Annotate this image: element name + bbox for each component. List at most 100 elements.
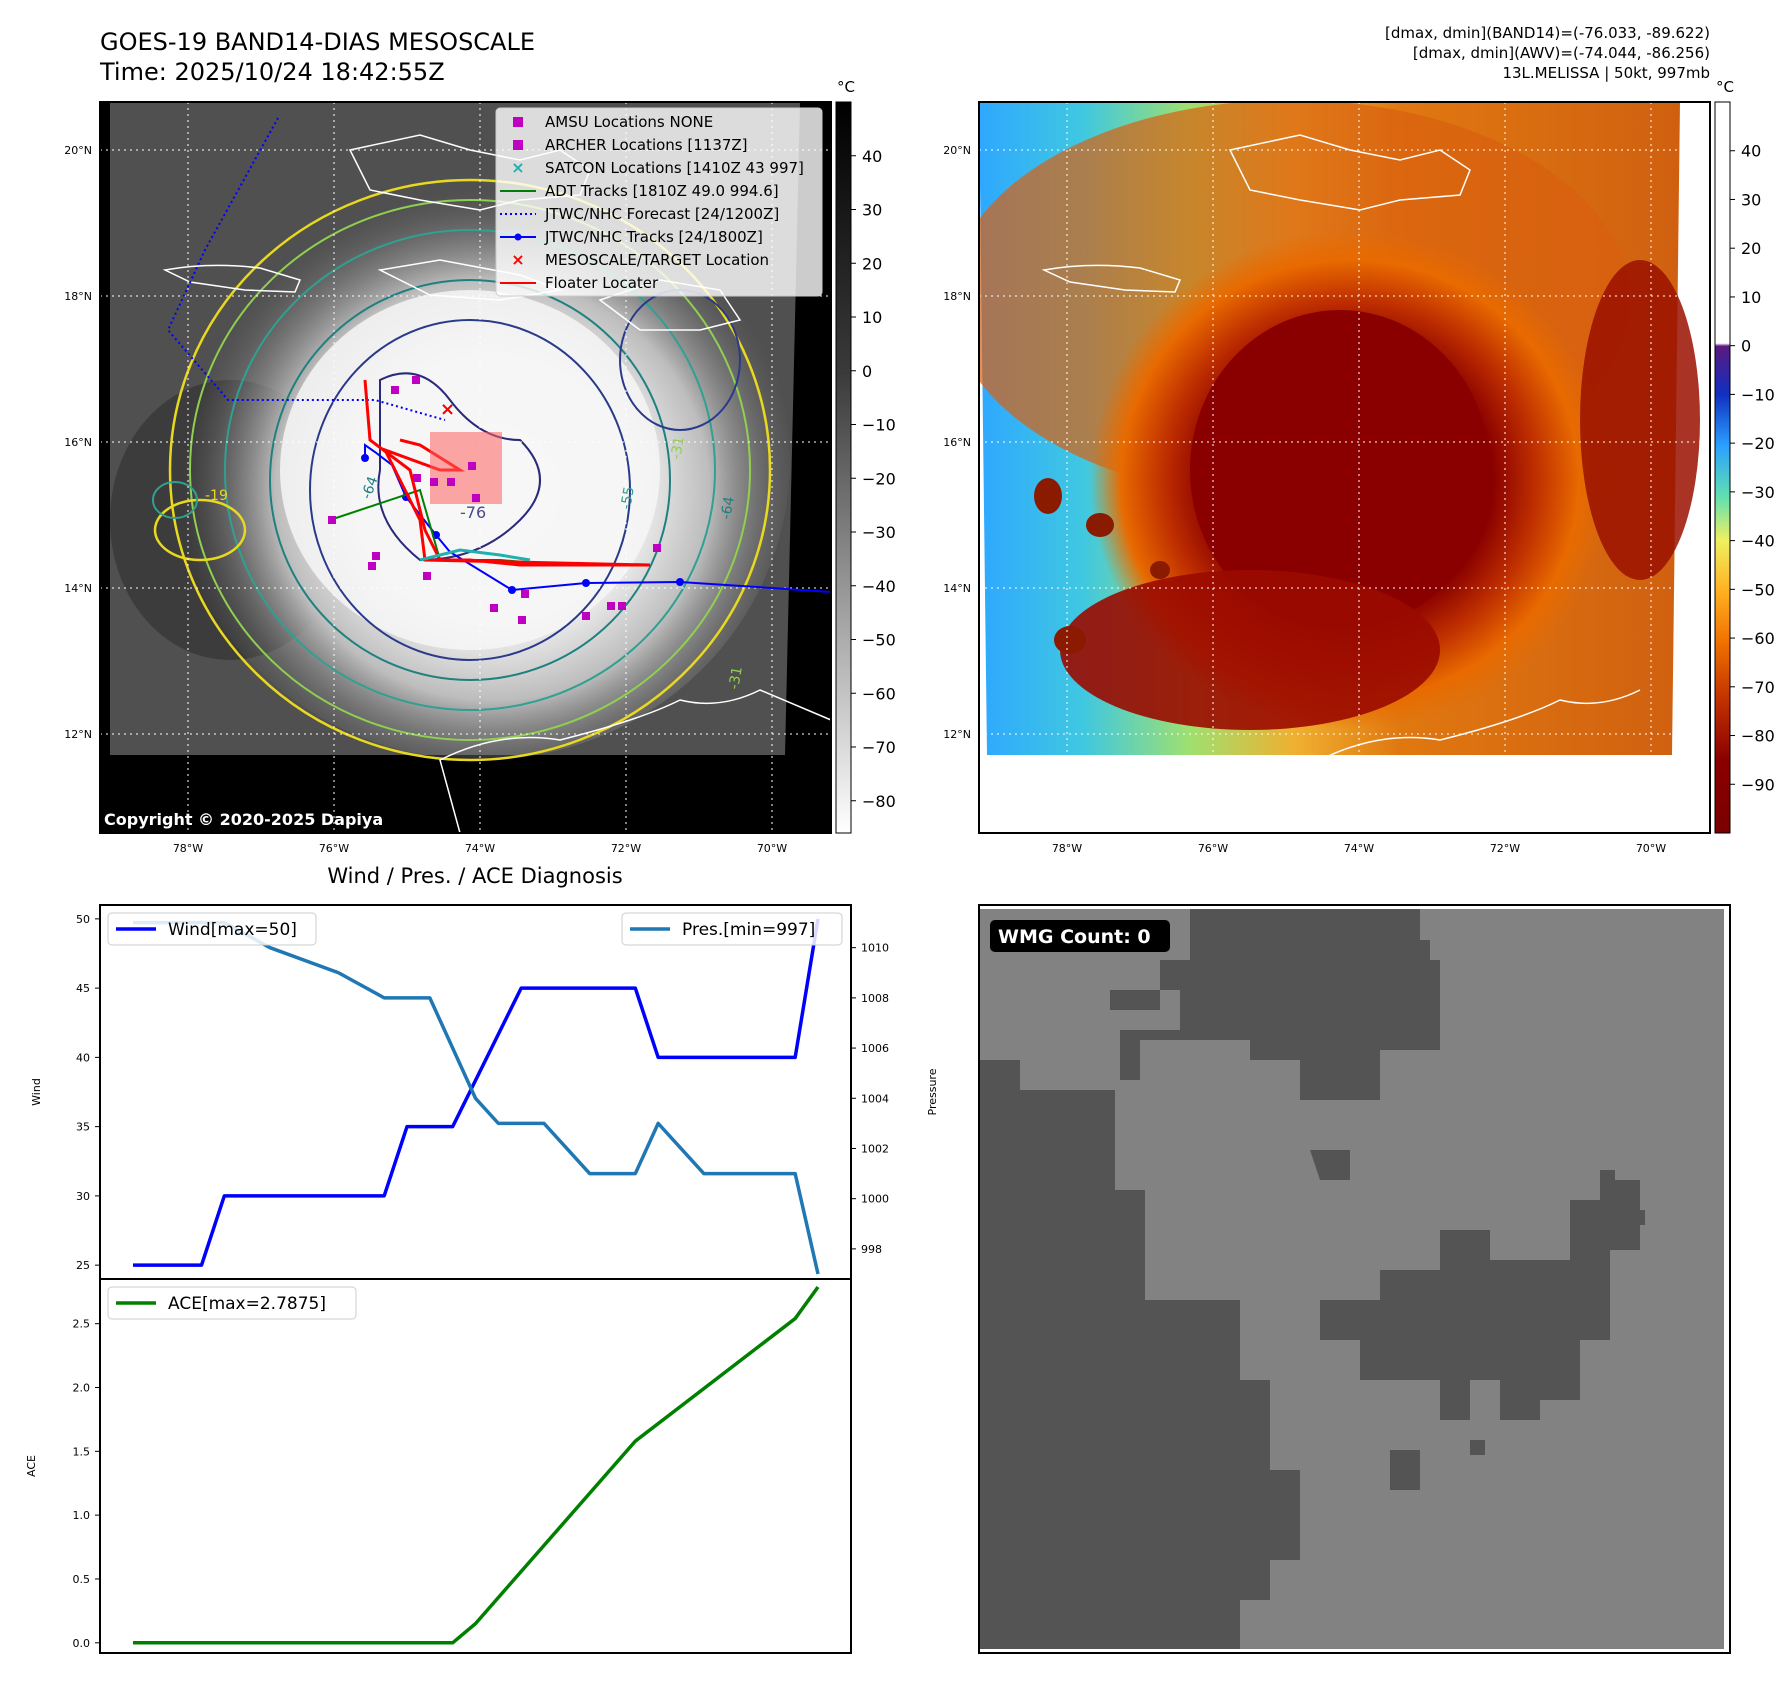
colorbar-unit: °C xyxy=(837,78,855,96)
legend-label: Pres.[min=997] xyxy=(682,920,815,940)
legend-entry: ADT Tracks [1810Z 49.0 994.6] xyxy=(500,182,779,200)
colorbar-tick-label: −10 xyxy=(862,416,896,435)
contour-label: -64 xyxy=(359,474,382,501)
wind-axis-label: Wind xyxy=(30,1078,43,1106)
lon-label: 78°W xyxy=(173,842,203,855)
colorbar-tick-label: 30 xyxy=(862,201,882,220)
y-tick-label: 1.0 xyxy=(73,1509,91,1522)
lat-label: 18°N xyxy=(64,290,92,303)
colorbar-tick-label: −70 xyxy=(862,738,896,757)
legend-label: SATCON Locations [1410Z 43 997] xyxy=(545,159,804,177)
forecast-track xyxy=(166,117,446,421)
series-line-wind xyxy=(133,918,820,1267)
ace-chart: 0.0 0.5 1.0 1.5 2.0 2.5 ACE[max=2.7875] xyxy=(73,1278,852,1654)
colorbar-tick-label: −80 xyxy=(1741,727,1775,746)
legend-marker xyxy=(513,140,523,150)
legend-marker: × xyxy=(511,158,524,177)
legend-entry: × MESOSCALE/TARGET Location xyxy=(511,250,769,269)
figure-title-line2: Time: 2025/10/24 18:42:55Z xyxy=(99,58,445,86)
y-tick-label: 25 xyxy=(76,1259,90,1272)
lon-label: 74°W xyxy=(465,842,495,855)
legend-entry: AMSU Locations NONE xyxy=(513,113,713,131)
legend-label: Floater Locater xyxy=(545,274,659,292)
colorbar-tick-label: −90 xyxy=(1741,775,1775,794)
lat-label: 12°N xyxy=(64,728,92,741)
legend-entry: × SATCON Locations [1410Z 43 997] xyxy=(511,158,804,177)
y-tick-label: 0.5 xyxy=(73,1573,91,1586)
y-tick-label: 2.5 xyxy=(73,1318,91,1331)
lat-label: 16°N xyxy=(64,436,92,449)
colorbar-tick-label: 10 xyxy=(1741,288,1761,307)
legend-label: ARCHER Locations [1137Z] xyxy=(545,136,748,154)
lon-label: 70°W xyxy=(757,842,787,855)
colorbar-tick-label: −70 xyxy=(1741,678,1775,697)
lat-label: 14°N xyxy=(64,582,92,595)
figure-title-line1: GOES-19 BAND14-DIAS MESOSCALE xyxy=(100,28,535,56)
legend: AMSU Locations NONE ARCHER Locations [113… xyxy=(495,107,823,297)
colorbar-tick-label: −80 xyxy=(862,792,896,811)
y-right-tick-label: 1010 xyxy=(861,942,889,955)
y-right-tick-label: 1000 xyxy=(861,1193,889,1206)
wmg-panel: WMG Count: 0 xyxy=(978,904,1731,1654)
legend-entry: Floater Locater xyxy=(500,274,659,292)
map-axis-labels-right: 20°N 18°N 16°N 14°N 12°N 78°W 76°W 74°W 72°W 70°W xyxy=(943,144,1666,855)
legend-marker: × xyxy=(511,250,524,269)
series-line-pressure xyxy=(133,920,820,1275)
y-tick-label: 40 xyxy=(76,1051,90,1064)
y-right-tick-label: 998 xyxy=(861,1243,882,1256)
color-colorbar: °C 40 30 20 10 0 −10 −20 −30 −40 −50 −60 −70 −80 −90 xyxy=(1714,78,1775,834)
legend-entry: JTWC/NHC Tracks [24/1800Z] xyxy=(500,228,763,246)
contour-label: -31 xyxy=(726,665,746,690)
colorbar-tick-label: 0 xyxy=(862,362,872,381)
colorbar-tick-label: 30 xyxy=(1741,190,1761,209)
legend-label: ADT Tracks [1810Z 49.0 994.6] xyxy=(545,182,779,200)
colorbar-tick-label: −30 xyxy=(1741,483,1775,502)
wmg-count: WMG Count: 0 xyxy=(998,926,1151,948)
lon-label: 78°W xyxy=(1052,842,1082,855)
lon-label: 74°W xyxy=(1344,842,1374,855)
wmg-count-box xyxy=(990,920,1170,952)
chart-legend: Wind[max=50] xyxy=(107,912,317,946)
lon-label: 72°W xyxy=(1490,842,1520,855)
colorbar-unit: °C xyxy=(1716,78,1734,96)
lat-label: 12°N xyxy=(943,728,971,741)
y-tick-label: 2.0 xyxy=(73,1381,91,1394)
legend-label: JTWC/NHC Tracks [24/1800Z] xyxy=(544,228,763,246)
y-right-tick-label: 1006 xyxy=(861,1042,889,1055)
diagnosis-title: Wind / Pres. / ACE Diagnosis xyxy=(327,864,622,888)
wind-pressure-chart: 25 30 35 40 45 50 998 1000 1002 1004 1006 1008 1010 W… xyxy=(76,904,889,1280)
contour-label: -55 xyxy=(618,485,638,510)
lat-label: 20°N xyxy=(64,144,92,157)
y-tick-label: 1.5 xyxy=(73,1445,91,1458)
colorbar-tick-label: −20 xyxy=(1741,434,1775,453)
pressure-axis-label: Pressure xyxy=(926,1068,939,1115)
legend-label: Wind[max=50] xyxy=(168,920,297,940)
y-tick-label: 50 xyxy=(76,913,90,926)
y-right-tick-label: 1002 xyxy=(861,1142,889,1155)
colorbar-tick-label: −60 xyxy=(862,684,896,703)
y-tick-label: 30 xyxy=(76,1190,90,1203)
copyright: Copyright © 2020-2025 Dapiya xyxy=(104,810,383,829)
colorbar-tick-label: −50 xyxy=(1741,580,1775,599)
lat-label: 14°N xyxy=(943,582,971,595)
y-tick-label: 0.0 xyxy=(73,1637,91,1650)
map-axis-labels-left: 20°N 18°N 16°N 14°N 12°N 78°W 76°W 74°W 72°W 70°W xyxy=(64,144,787,855)
legend-label: JTWC/NHC Forecast [24/1200Z] xyxy=(544,205,779,223)
legend-entry: JTWC/NHC Forecast [24/1200Z] xyxy=(500,205,779,223)
lon-label: 76°W xyxy=(1198,842,1228,855)
y-tick-label: 45 xyxy=(76,982,90,995)
legend-label: MESOSCALE/TARGET Location xyxy=(545,251,769,269)
chart-legend: Pres.[min=997] xyxy=(621,912,843,946)
lat-label: 18°N xyxy=(943,290,971,303)
legend-label: ACE[max=2.7875] xyxy=(168,1294,326,1314)
svg-text:×: × xyxy=(440,399,455,420)
info-line2: [dmax, dmin](AWV)=(-74.044, -86.256) xyxy=(1413,44,1710,62)
colorbar-tick-label: −30 xyxy=(862,523,896,542)
lon-label: 76°W xyxy=(319,842,349,855)
colorbar-tick-label: −50 xyxy=(862,631,896,650)
contour-label: -76 xyxy=(460,503,486,522)
info-line3: 13L.MELISSA | 50kt, 997mb xyxy=(1502,64,1710,82)
info-line1: [dmax, dmin](BAND14)=(-76.033, -89.622) xyxy=(1385,24,1710,42)
colorbar-tick-label: 40 xyxy=(1741,142,1761,161)
